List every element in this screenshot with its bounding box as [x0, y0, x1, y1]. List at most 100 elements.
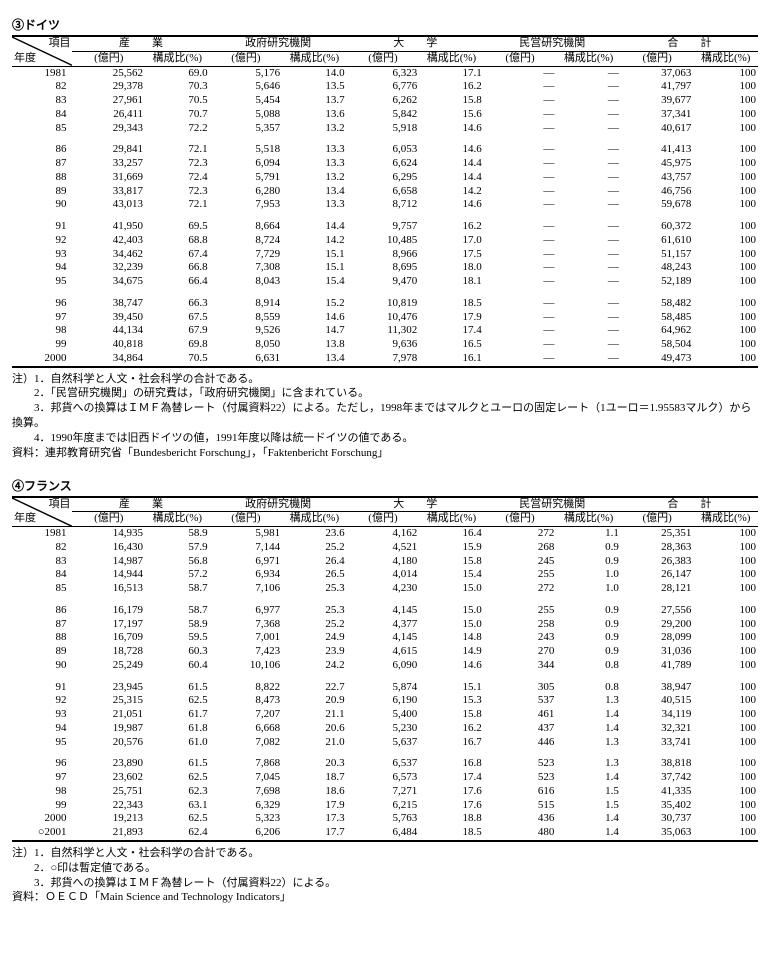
table-row: 8616,17958.76,97725.34,14515.02550.927,5…: [12, 604, 758, 618]
header-subcol-ratio: 構成比(%): [419, 512, 484, 527]
data-cell: 16.2: [419, 722, 484, 736]
data-cell: 100: [693, 108, 758, 122]
data-cell: 61.7: [145, 708, 210, 722]
year-cell: 97: [12, 311, 72, 325]
table-row: 8918,72860.37,42323.94,61514.92700.931,0…: [12, 645, 758, 659]
data-table-france: 項目 年度 産 業 政府研究機関 大 学 民営研究機関 合 計 (億円)構成比(…: [12, 496, 758, 842]
data-cell: —: [484, 311, 557, 325]
data-cell: 27,961: [72, 94, 145, 108]
data-cell: —: [556, 108, 621, 122]
data-cell: 72.2: [145, 122, 210, 136]
data-cell: 305: [484, 681, 557, 695]
data-cell: 5,357: [210, 122, 283, 136]
data-cell: 0.9: [556, 604, 621, 618]
data-cell: 17.6: [419, 799, 484, 813]
header-subcol-ratio: 構成比(%): [556, 51, 621, 66]
data-cell: 21,051: [72, 708, 145, 722]
data-cell: —: [556, 143, 621, 157]
data-cell: 8,966: [347, 248, 420, 262]
header-subcol-ratio: 構成比(%): [693, 51, 758, 66]
data-cell: —: [556, 297, 621, 311]
table-row: 8933,81772.36,28013.46,65814.2——46,75610…: [12, 185, 758, 199]
data-cell: —: [556, 185, 621, 199]
data-cell: 63.1: [145, 799, 210, 813]
data-cell: 5,763: [347, 812, 420, 826]
data-cell: 34,864: [72, 352, 145, 367]
data-cell: 7,271: [347, 785, 420, 799]
data-cell: 6,971: [210, 555, 283, 569]
header-diagonal: 項目 年度: [12, 36, 72, 66]
data-cell: 0.9: [556, 618, 621, 632]
note-line: 3．邦貨への換算はＩＭＦ為替レート（付属資料22）による。ただし，1998年まで…: [12, 401, 758, 431]
data-cell: 70.3: [145, 80, 210, 94]
year-cell: 84: [12, 108, 72, 122]
table-row: 8414,94457.26,93426.54,01415.42551.026,1…: [12, 568, 758, 582]
data-cell: —: [556, 171, 621, 185]
data-cell: —: [556, 311, 621, 325]
data-cell: 15.1: [419, 681, 484, 695]
year-cell: 90: [12, 659, 72, 673]
data-cell: 58,504: [621, 338, 694, 352]
data-cell: 33,741: [621, 736, 694, 750]
data-cell: 14.4: [419, 157, 484, 171]
header-subcol-value: (億円): [347, 512, 420, 527]
data-cell: 8,559: [210, 311, 283, 325]
data-cell: 21.1: [282, 708, 347, 722]
header-group-government: 政府研究機関: [210, 36, 347, 51]
data-cell: 13.5: [282, 80, 347, 94]
header-subcol-ratio: 構成比(%): [145, 51, 210, 66]
data-cell: 100: [693, 582, 758, 596]
data-cell: 25,249: [72, 659, 145, 673]
data-cell: 16.1: [419, 352, 484, 367]
data-cell: —: [484, 324, 557, 338]
data-cell: 100: [693, 555, 758, 569]
header-group-government: 政府研究機関: [210, 497, 347, 512]
data-cell: 16.7: [419, 736, 484, 750]
data-cell: 8,822: [210, 681, 283, 695]
data-cell: 69.5: [145, 220, 210, 234]
section-title-germany: ③ドイツ: [12, 16, 758, 33]
data-cell: 9,636: [347, 338, 420, 352]
data-cell: 616: [484, 785, 557, 799]
header-group-university: 大 学: [347, 36, 484, 51]
data-cell: 72.1: [145, 143, 210, 157]
data-cell: —: [556, 66, 621, 80]
data-cell: 5,637: [347, 736, 420, 750]
data-cell: 44,134: [72, 324, 145, 338]
data-cell: 100: [693, 757, 758, 771]
data-cell: 7,144: [210, 541, 283, 555]
note-line: 2．「民営研究機関」の研究費は，「政府研究機関」に含まれている。: [12, 386, 758, 401]
header-item-label: 項目: [48, 498, 70, 512]
data-cell: 100: [693, 799, 758, 813]
data-cell: 5,323: [210, 812, 283, 826]
data-cell: 27,556: [621, 604, 694, 618]
data-cell: 25.3: [282, 582, 347, 596]
data-cell: 13.2: [282, 171, 347, 185]
data-cell: 6,329: [210, 799, 283, 813]
data-cell: 18.5: [419, 826, 484, 841]
year-cell: 92: [12, 234, 72, 248]
data-cell: 100: [693, 275, 758, 289]
data-cell: 43,757: [621, 171, 694, 185]
data-cell: 100: [693, 681, 758, 695]
data-cell: 45,975: [621, 157, 694, 171]
data-cell: 69.8: [145, 338, 210, 352]
year-cell: 90: [12, 198, 72, 212]
table-row: 8426,41170.75,08813.65,84215.6——37,34110…: [12, 108, 758, 122]
data-cell: 15.2: [282, 297, 347, 311]
data-cell: 19,987: [72, 722, 145, 736]
year-cell: 87: [12, 157, 72, 171]
data-cell: 6,484: [347, 826, 420, 841]
data-cell: 6,573: [347, 771, 420, 785]
data-cell: 24.2: [282, 659, 347, 673]
data-cell: 48,243: [621, 261, 694, 275]
table-row: 8516,51358.77,10625.34,23015.02721.028,1…: [12, 582, 758, 596]
data-cell: 68.8: [145, 234, 210, 248]
year-cell: 94: [12, 261, 72, 275]
table-row: 9334,46267.47,72915.18,96617.5——51,15710…: [12, 248, 758, 262]
data-cell: 31,036: [621, 645, 694, 659]
data-cell: 25,751: [72, 785, 145, 799]
header-subcol-value: (億円): [347, 51, 420, 66]
data-cell: 6,631: [210, 352, 283, 367]
data-cell: 61.5: [145, 757, 210, 771]
